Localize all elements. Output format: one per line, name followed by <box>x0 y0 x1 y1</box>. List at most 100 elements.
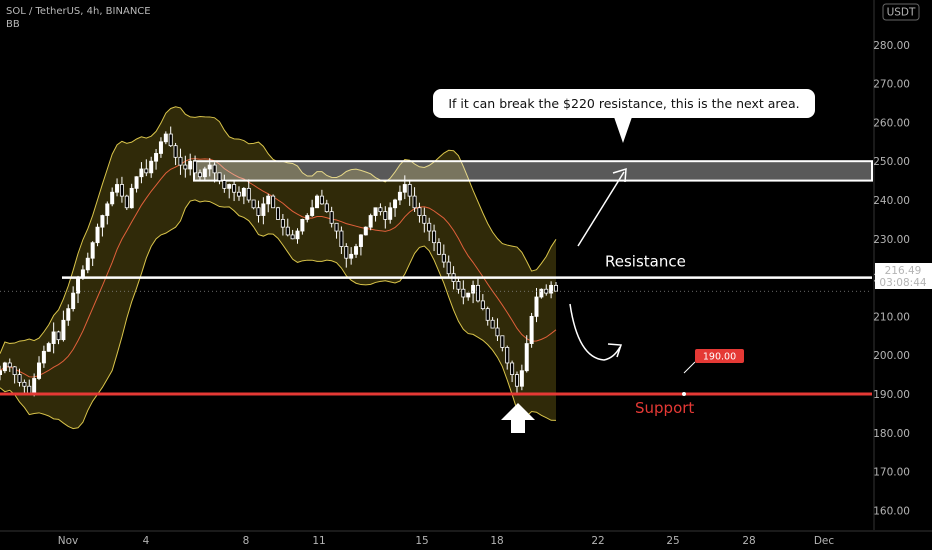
candle-body <box>446 261 451 275</box>
candle-body <box>129 187 134 209</box>
y-tick-label: 230.00 <box>873 234 910 246</box>
candle-body <box>0 370 3 376</box>
target-zone <box>193 160 873 182</box>
candle-body <box>280 218 285 228</box>
candle-body <box>134 176 139 189</box>
candle-body <box>236 191 241 197</box>
candle-body <box>456 281 461 290</box>
candle-body <box>261 203 266 216</box>
candle-body <box>202 168 207 178</box>
candle-body <box>154 153 159 162</box>
candle-body <box>510 362 515 375</box>
candle-body <box>12 366 17 375</box>
candle-body <box>149 160 154 174</box>
support-price-tag <box>695 349 744 363</box>
resistance-zone-box <box>193 160 873 182</box>
x-tick-label: 11 <box>312 535 325 547</box>
bb-basis <box>0 158 557 378</box>
candle-body <box>354 246 359 255</box>
candle-body <box>271 195 276 209</box>
price-axis[interactable]: USDT 160.00 170.00 180.00 190.00 200.00 210.00… <box>873 0 932 530</box>
y-tick-label: 250.00 <box>873 156 910 168</box>
callout-box <box>433 89 815 118</box>
candle-body <box>554 284 559 292</box>
candle-body <box>388 207 393 220</box>
candle-body <box>358 234 363 247</box>
candle-body <box>222 180 227 189</box>
candle-body <box>232 184 237 193</box>
candle-body <box>66 308 71 321</box>
bounce-up-arrow-icon <box>501 403 535 433</box>
indicator-label[interactable]: BB <box>6 19 20 30</box>
candle-body <box>514 374 519 387</box>
x-tick-label: 18 <box>490 535 503 547</box>
x-tick-label: 15 <box>415 535 428 547</box>
candle-body <box>480 300 485 310</box>
candle-body <box>168 133 173 147</box>
candle-body <box>115 184 120 193</box>
candle-body <box>105 203 110 216</box>
y-tick-label: 170.00 <box>873 467 910 479</box>
candle-body <box>519 370 524 387</box>
candle-body <box>349 253 354 259</box>
y-tick-label: 180.00 <box>873 428 910 440</box>
candle-body <box>183 164 188 170</box>
support-anchor-dot <box>682 392 686 396</box>
candle-body <box>549 284 554 294</box>
candle-body <box>241 187 246 197</box>
candle-body <box>7 362 12 368</box>
curve-arrow-line <box>569 303 621 361</box>
callout-pointer <box>614 117 632 143</box>
x-tick-label: 8 <box>243 535 250 547</box>
current-price-tag <box>875 263 932 289</box>
candle-body <box>285 226 290 236</box>
candle-body <box>329 211 334 224</box>
x-tick-label: 22 <box>591 535 604 547</box>
candle-body <box>173 145 178 158</box>
candle-body <box>417 207 422 216</box>
candle-body <box>534 296 539 317</box>
candle-body <box>207 164 212 170</box>
candle-body <box>95 226 100 244</box>
candle-body <box>427 222 432 232</box>
current-price-value: 216.49 <box>885 265 922 277</box>
candle-body <box>76 277 81 294</box>
currency-badge <box>882 3 920 21</box>
candle-body <box>539 288 544 298</box>
candle-body <box>466 292 471 298</box>
candle-body <box>197 172 202 178</box>
candle-body <box>500 335 505 348</box>
candle-body <box>124 195 129 209</box>
support-price-tag-text: 190.00 <box>703 352 736 363</box>
candle-body <box>266 195 271 205</box>
x-tick-label: Nov <box>58 535 79 547</box>
time-axis[interactable]: Nov 4 8 11 15 18 22 25 28 Dec <box>0 530 932 547</box>
candle-body <box>495 327 500 337</box>
candle-body <box>110 191 115 205</box>
candle-body <box>51 331 56 344</box>
candle-body <box>71 292 76 310</box>
candle-body <box>310 207 315 216</box>
candle-body <box>246 187 251 201</box>
current-price-countdown: 03:08:44 <box>879 277 926 289</box>
curve-arrow-head-icon <box>607 343 623 358</box>
callout-text: If it can break the $220 resistance, thi… <box>448 96 799 111</box>
candle-body <box>397 191 402 201</box>
candle-body <box>334 222 339 232</box>
candle-body <box>178 156 183 166</box>
y-tick-label: 260.00 <box>873 117 910 129</box>
candle-body <box>436 242 441 255</box>
candle-body <box>544 288 549 294</box>
annotations: Resistance Support 190.00 If it can break t… <box>433 89 815 433</box>
candle-body <box>193 160 198 174</box>
candle-body <box>85 257 90 271</box>
x-tick-label: 4 <box>143 535 150 547</box>
bb-lower <box>0 199 557 430</box>
candle-body <box>100 215 105 228</box>
candle-body <box>256 207 261 216</box>
candle-body <box>412 195 417 209</box>
candle-body <box>32 378 37 395</box>
candle-body <box>471 284 476 294</box>
bb-fill <box>0 106 556 429</box>
